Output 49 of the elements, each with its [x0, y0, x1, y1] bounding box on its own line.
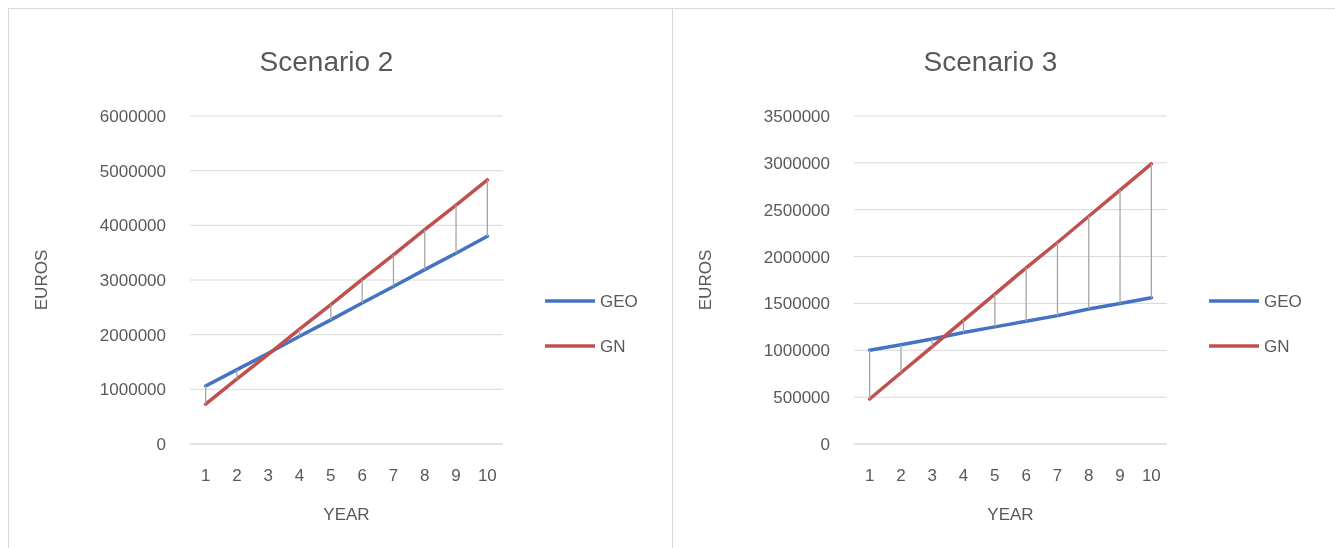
y-axis-title: EUROS	[696, 249, 715, 311]
x-tick-label: 7	[1052, 466, 1063, 485]
y-tick-label: 2000000	[99, 325, 166, 345]
x-tick-label: 2	[232, 466, 242, 485]
line-series	[867, 162, 1154, 401]
x-tick-label: 7	[388, 466, 399, 485]
y-tick-label: 2000000	[763, 247, 830, 267]
legend-label: GN	[1264, 336, 1290, 356]
y-tick-label: 3000000	[763, 153, 830, 173]
y-tick-label: 2500000	[763, 200, 830, 220]
chart-title: Scenario 3	[923, 46, 1058, 77]
y-tick-label: 5000000	[99, 161, 166, 181]
y-tick-label: 0	[156, 434, 166, 454]
y-tick-label: 6000000	[99, 106, 166, 126]
legend-label: GEO	[1264, 291, 1302, 311]
x-tick-label: 1	[864, 466, 875, 485]
x-tick-label: 10	[477, 466, 497, 485]
x-tick-label: 6	[357, 466, 367, 485]
legend-label: GEO	[600, 291, 638, 311]
y-tick-label: 3500000	[763, 106, 830, 126]
x-tick-label: 4	[294, 466, 305, 485]
x-tick-label: 3	[927, 466, 937, 485]
y-axis-title: EUROS	[32, 249, 51, 311]
line-series	[867, 296, 1154, 353]
y-tick-label: 1000000	[763, 341, 830, 361]
x-tick-label: 9	[451, 466, 461, 485]
x-axis-title: YEAR	[987, 505, 1034, 524]
y-tick-label: 4000000	[99, 216, 166, 236]
y-tick-label: 1500000	[763, 294, 830, 314]
x-tick-label: 1	[200, 466, 211, 485]
x-tick-label: 6	[1021, 466, 1031, 485]
x-tick-label: 8	[420, 466, 430, 485]
x-tick-label: 10	[1141, 466, 1161, 485]
y-tick-label: 3000000	[99, 270, 166, 290]
line-series	[203, 178, 490, 406]
x-tick-label: 8	[1084, 466, 1094, 485]
x-tick-label: 4	[958, 466, 969, 485]
x-tick-label: 3	[263, 466, 273, 485]
y-tick-label: 500000	[773, 388, 830, 408]
y-tick-label: 1000000	[99, 380, 166, 400]
legend-label: GN	[600, 336, 626, 356]
chart-title: Scenario 2	[259, 46, 394, 77]
x-axis-title: YEAR	[323, 505, 370, 524]
x-tick-label: 2	[896, 466, 906, 485]
y-tick-label: 0	[820, 434, 830, 454]
x-tick-label: 5	[990, 466, 1000, 485]
line-series	[203, 234, 490, 388]
x-tick-label: 9	[1115, 466, 1125, 485]
x-tick-label: 5	[326, 466, 336, 485]
